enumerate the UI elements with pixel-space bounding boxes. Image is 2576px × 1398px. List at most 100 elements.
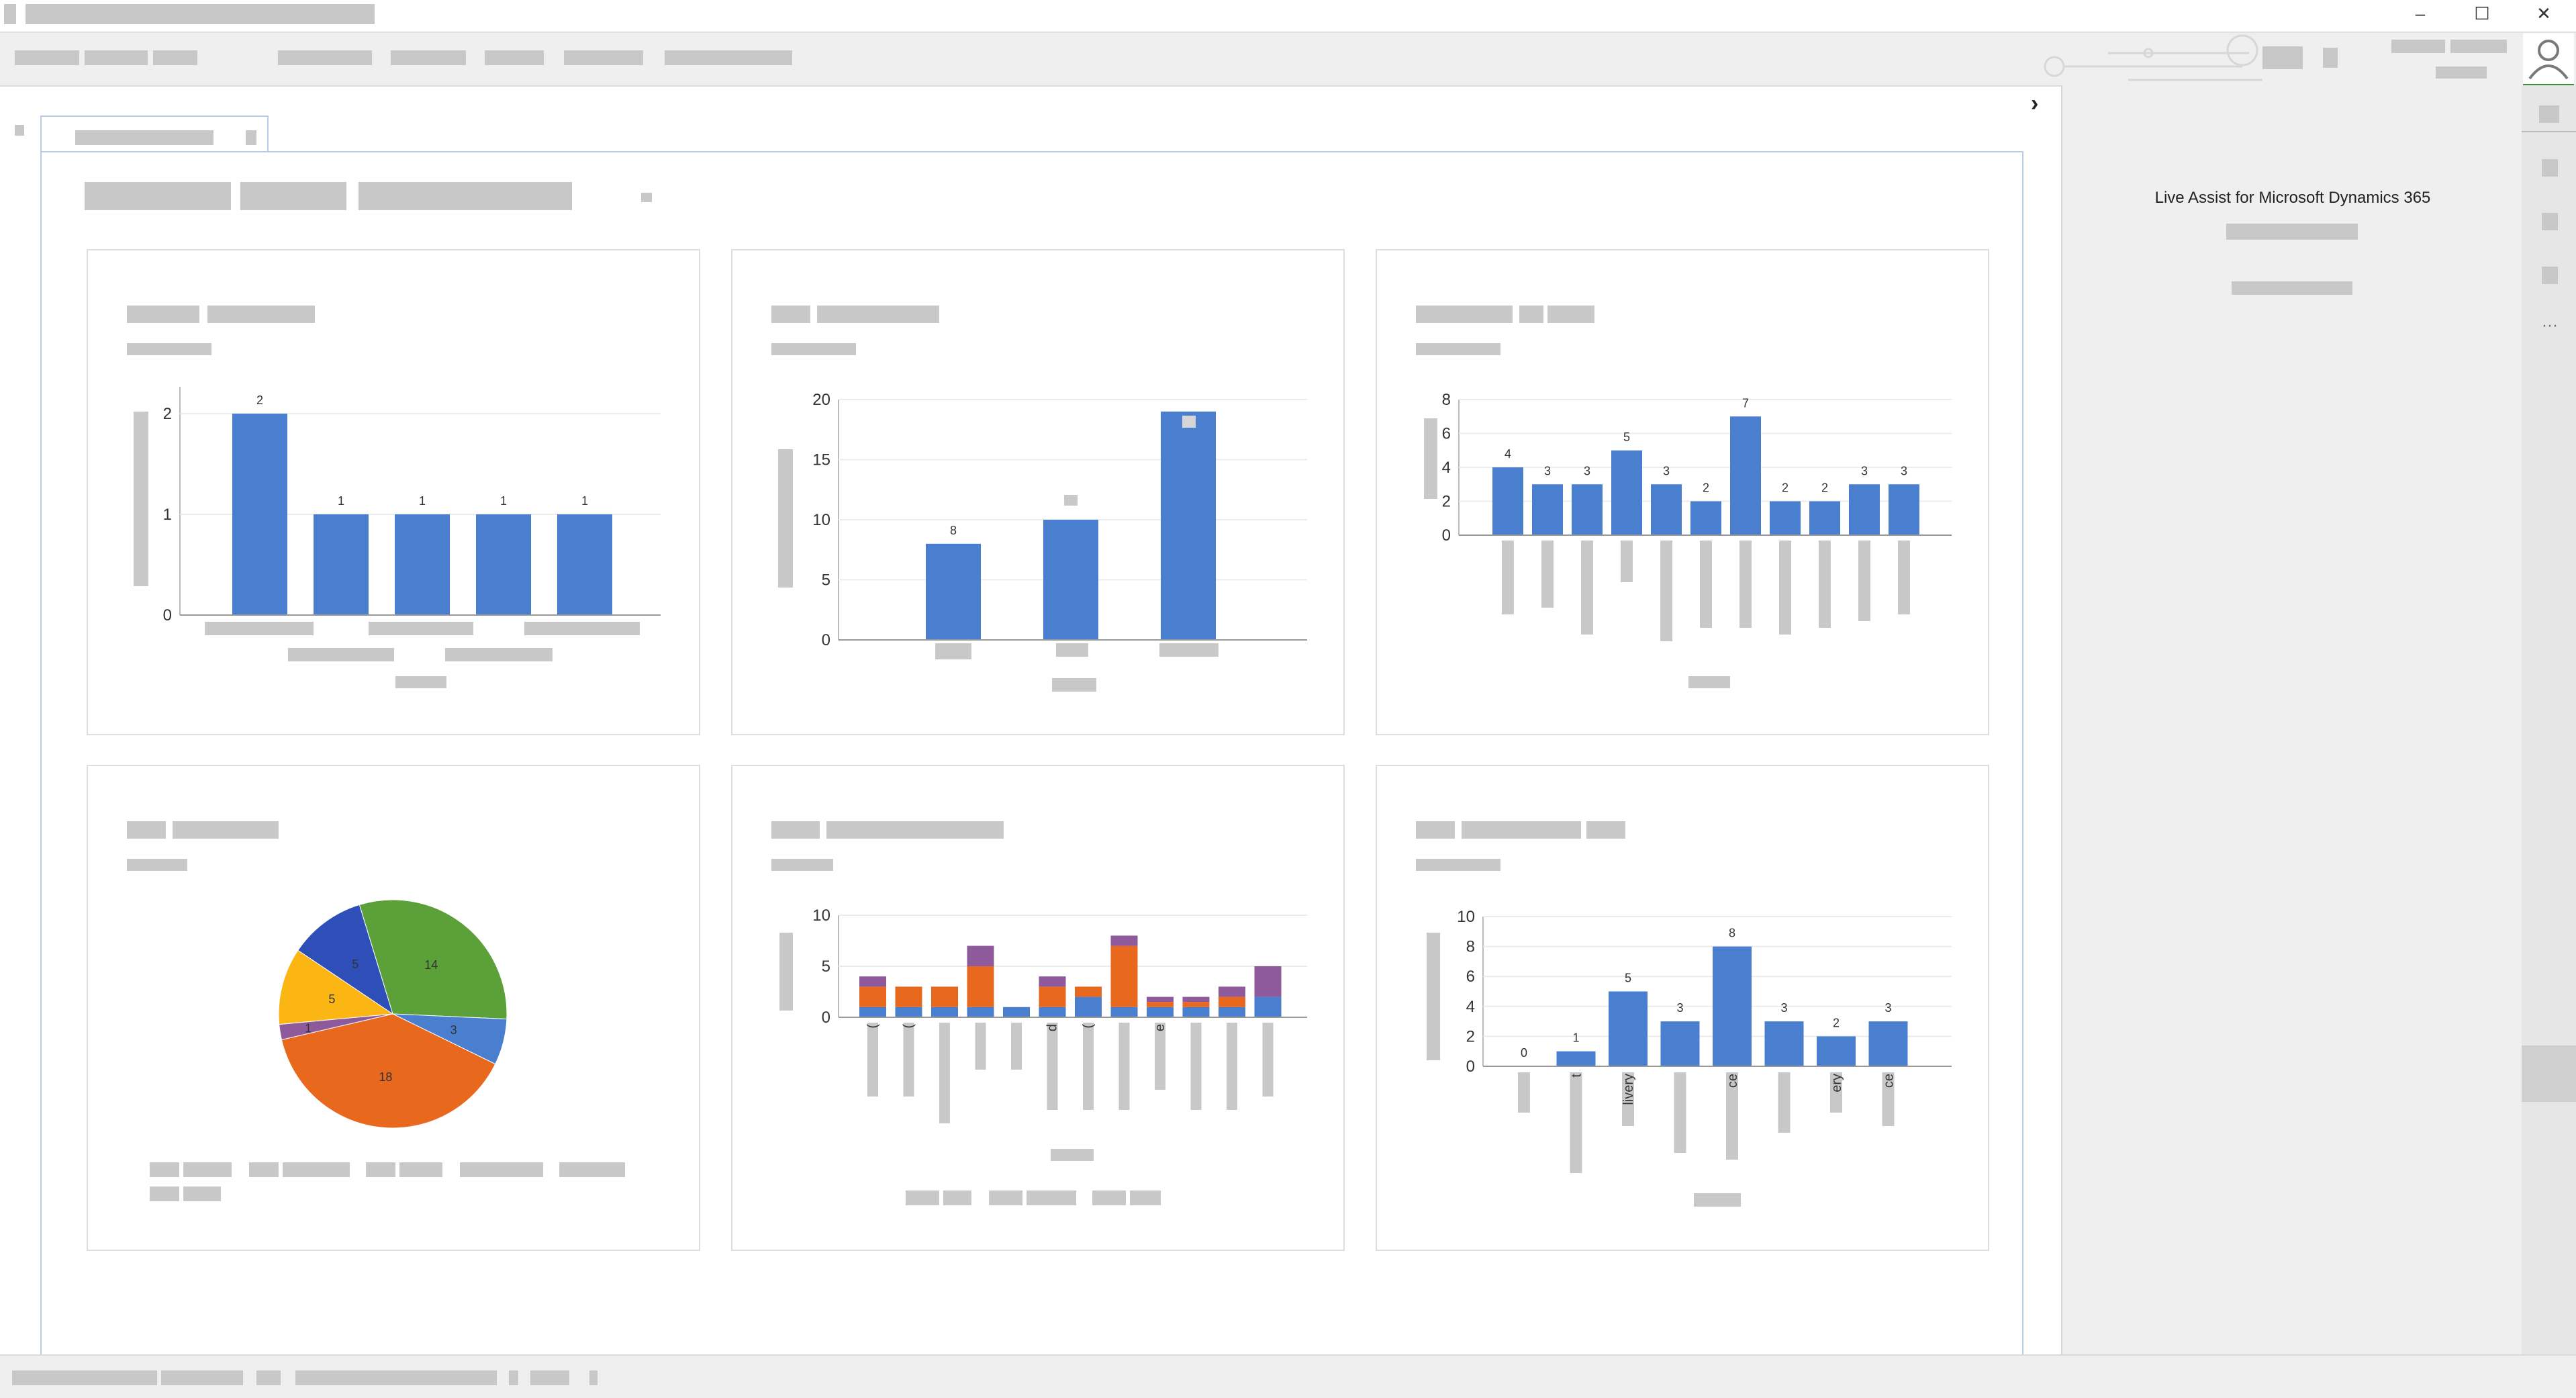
dashboard-selector-icon[interactable] bbox=[641, 193, 652, 202]
bar-data-label: 2 bbox=[256, 393, 263, 407]
user-name bbox=[2391, 40, 2445, 53]
status-item-4 bbox=[295, 1370, 497, 1385]
nav-item-1[interactable] bbox=[278, 50, 372, 65]
bar bbox=[1889, 484, 1919, 535]
x-tick-text: t bbox=[1570, 1074, 1584, 1078]
bar bbox=[1611, 450, 1642, 535]
bar-data-label: 3 bbox=[1901, 464, 1907, 477]
x-tick-text: ery bbox=[1829, 1074, 1844, 1092]
y-tick-label: 10 bbox=[812, 511, 830, 529]
x-tick-label bbox=[1502, 541, 1514, 614]
bar-data-label: 3 bbox=[1544, 464, 1551, 477]
chart-title-3 bbox=[1586, 821, 1625, 839]
x-tick-label bbox=[1830, 1072, 1842, 1113]
bar-data-label: 1 bbox=[338, 494, 344, 508]
y-tick-label: 6 bbox=[1442, 425, 1451, 443]
search-icon[interactable] bbox=[2262, 46, 2303, 69]
bar-segment bbox=[895, 1007, 922, 1017]
x-tick-label bbox=[1819, 541, 1831, 628]
bar-segment bbox=[967, 1007, 994, 1017]
x-tick-1 bbox=[935, 643, 971, 659]
nav-item-5[interactable] bbox=[665, 50, 792, 65]
status-item-1 bbox=[12, 1370, 157, 1385]
bar-segment bbox=[1110, 1007, 1138, 1017]
nav-breadcrumb-2[interactable] bbox=[85, 50, 148, 65]
tab-close-icon[interactable] bbox=[246, 130, 256, 145]
bar-data-label: 1 bbox=[581, 494, 588, 508]
x-axis-label bbox=[1694, 1193, 1741, 1207]
status-item-3 bbox=[256, 1370, 281, 1385]
bar-data-label: 2 bbox=[1703, 481, 1709, 495]
dashboard-title-part-1 bbox=[85, 182, 231, 210]
window-title bbox=[26, 4, 375, 24]
pie-data-label: 1 bbox=[305, 1021, 312, 1035]
x-tick-label bbox=[1155, 1023, 1165, 1090]
chart-title bbox=[1416, 306, 1513, 323]
chart-1-svg: 0 1 2 2 1 1 1 1 bbox=[163, 387, 661, 624]
rail-button-4[interactable] bbox=[2542, 267, 2558, 284]
x-axis-label bbox=[1688, 676, 1730, 688]
rail-button-1[interactable] bbox=[2539, 105, 2559, 123]
x-tick-label bbox=[1778, 1072, 1791, 1133]
x-tick-label bbox=[1622, 1072, 1634, 1126]
x-tick-4 bbox=[445, 648, 553, 661]
bar-segment bbox=[1075, 986, 1102, 997]
x-tick-text: d bbox=[1045, 1024, 1060, 1031]
y-tick-label: 0 bbox=[1466, 1058, 1475, 1076]
bar-segment bbox=[859, 1007, 886, 1017]
nav-item-2[interactable] bbox=[391, 50, 466, 65]
bar bbox=[1161, 411, 1216, 640]
legend-item bbox=[1130, 1191, 1161, 1205]
status-item-6 bbox=[530, 1370, 569, 1385]
collapse-pane-button[interactable]: › bbox=[2031, 91, 2039, 116]
bar-segment bbox=[1147, 1007, 1174, 1017]
user-avatar[interactable] bbox=[2523, 33, 2574, 87]
left-nav-toggle[interactable] bbox=[15, 125, 24, 136]
rail-scrollbar-thumb[interactable] bbox=[2522, 1045, 2576, 1102]
minimize-button[interactable]: – bbox=[2415, 3, 2426, 24]
nav-item-4[interactable] bbox=[564, 50, 643, 65]
chart-title bbox=[1416, 821, 1455, 839]
user-icon bbox=[2528, 40, 2569, 80]
nav-item-3[interactable] bbox=[485, 50, 544, 65]
help-icon[interactable] bbox=[2323, 48, 2338, 68]
x-tick-label bbox=[1518, 1072, 1530, 1113]
bar-segment bbox=[1003, 1007, 1030, 1017]
x-tick-label bbox=[1858, 541, 1870, 621]
close-button[interactable]: ✕ bbox=[2536, 3, 2551, 24]
legend-swatch bbox=[989, 1191, 1022, 1205]
nav-breadcrumb-3[interactable] bbox=[153, 50, 197, 65]
bar-segment bbox=[931, 986, 958, 1007]
bar bbox=[1492, 467, 1523, 535]
pie-slice bbox=[359, 899, 508, 1020]
nav-breadcrumb-1[interactable] bbox=[15, 50, 79, 65]
bar-data-label: 3 bbox=[1584, 464, 1590, 477]
legend-item bbox=[183, 1186, 221, 1201]
bar bbox=[1043, 520, 1098, 640]
bar bbox=[1809, 501, 1840, 535]
x-tick-label bbox=[1227, 1023, 1237, 1110]
y-tick-label: 6 bbox=[1466, 968, 1475, 986]
chart-title-2 bbox=[817, 306, 939, 323]
bar-segment bbox=[859, 976, 886, 987]
side-rail: ··· bbox=[2522, 85, 2576, 1354]
x-tick-2 bbox=[288, 648, 394, 661]
y-tick-label: 20 bbox=[812, 391, 830, 409]
live-assist-link[interactable] bbox=[2232, 281, 2352, 295]
rail-button-3[interactable] bbox=[2542, 213, 2558, 230]
dashboard-tab[interactable] bbox=[40, 115, 269, 154]
bar-segment bbox=[967, 945, 994, 966]
maximize-button[interactable]: ☐ bbox=[2474, 3, 2490, 24]
x-tick-label bbox=[1083, 1023, 1094, 1110]
x-tick-text: e bbox=[1153, 1024, 1167, 1031]
more-icon[interactable]: ··· bbox=[2542, 316, 2558, 334]
chart-card-5: 0 5 10 ((d (e bbox=[731, 765, 1345, 1251]
y-tick-label: 2 bbox=[163, 405, 172, 423]
bar-segment bbox=[1182, 996, 1210, 1003]
bar-segment bbox=[1219, 986, 1245, 997]
pie-slice bbox=[281, 1013, 496, 1129]
rail-button-2[interactable] bbox=[2542, 159, 2558, 177]
chart-2-svg: 0 5 10 15 20 8 bbox=[812, 391, 1307, 649]
navigation-bar bbox=[0, 33, 2576, 87]
live-assist-title: Live Assist for Microsoft Dynamics 365 bbox=[2154, 189, 2431, 207]
